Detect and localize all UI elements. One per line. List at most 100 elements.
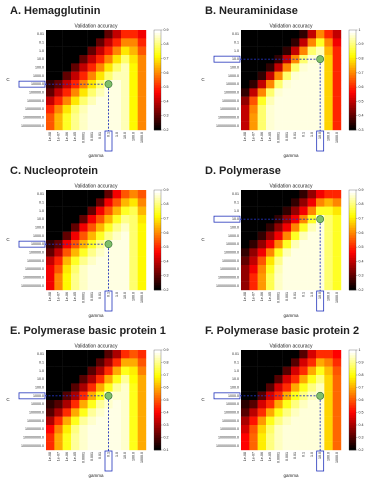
y-tick-label: 100000000.0 <box>218 435 239 439</box>
y-tick-label: 1000000.0 <box>27 99 44 103</box>
colorbar-tick-label: 0.8 <box>359 373 364 377</box>
colorbar-segment <box>154 252 161 256</box>
heatmap-cell <box>291 265 300 274</box>
heatmap-cell <box>282 433 292 442</box>
heatmap-cell <box>62 408 72 417</box>
heatmap-cell <box>274 240 283 249</box>
colorbar-segment <box>154 87 161 91</box>
x-tick-label: 0.01 <box>98 292 102 299</box>
heatmap-cell <box>307 96 317 106</box>
heatmap-cell <box>137 231 147 241</box>
heatmap-cell <box>137 88 147 97</box>
heatmap-cell <box>299 38 308 47</box>
heatmap-cell <box>71 96 80 106</box>
heatmap-cell <box>79 105 88 114</box>
heatmap-cell <box>104 408 113 417</box>
heatmap-cell <box>137 215 147 224</box>
heatmap-cell <box>316 71 325 81</box>
heatmap-cell <box>316 433 325 442</box>
colorbar-segment <box>154 240 161 243</box>
heatmap-cell <box>96 400 105 409</box>
heatmap-cell <box>87 46 97 56</box>
heatmap-cell <box>266 105 275 114</box>
heatmap-cell <box>129 231 138 241</box>
colorbar-segment <box>154 392 161 396</box>
heatmap-cell <box>137 416 147 426</box>
colorbar-tick-label: 0.5 <box>164 245 169 249</box>
heatmap-cell <box>96 190 105 199</box>
heatmap-cell <box>299 113 308 122</box>
colorbar-segment <box>154 282 161 286</box>
heatmap-cell <box>316 408 325 417</box>
heatmap-cell <box>46 265 55 274</box>
heatmap-cell <box>121 30 130 39</box>
colorbar-segment <box>154 195 161 198</box>
colorbar-segment <box>154 280 161 283</box>
heatmap-cell <box>96 408 105 417</box>
colorbar-segment <box>349 412 356 416</box>
heatmap-cell <box>104 433 113 442</box>
colorbar-segment <box>154 365 161 368</box>
heatmap-cell <box>46 256 55 266</box>
colorbar-tick-label: 0.7 <box>164 217 169 221</box>
heatmap-cell <box>121 215 130 224</box>
colorbar-tick-label: 0.8 <box>164 202 169 206</box>
panel: C. Nucleoprotein Validation accuracy 0.01 0… <box>6 165 168 318</box>
y-tick-label: 0.01 <box>37 352 44 356</box>
heatmap-cell <box>257 105 267 114</box>
heatmap-cell <box>129 198 138 207</box>
heatmap-cell <box>79 416 88 426</box>
heatmap-cell <box>87 190 97 199</box>
heatmap-cell <box>299 105 308 114</box>
heatmap-cell <box>266 231 275 241</box>
heatmap-cell <box>87 256 97 266</box>
heatmap-cell <box>241 350 250 359</box>
heatmap-cell <box>54 30 63 39</box>
colorbar-tick-label: 0.9 <box>164 348 169 352</box>
heatmap-cell <box>54 46 63 56</box>
heatmap-cell <box>96 223 105 232</box>
heatmap-cell <box>299 273 308 282</box>
x-tick-label: 0.001 <box>90 132 94 141</box>
heatmap-cell <box>54 113 63 122</box>
heatmap-cell <box>46 63 55 72</box>
colorbar-segment <box>349 380 356 383</box>
colorbar-segment <box>349 222 356 226</box>
heatmap-cell <box>54 215 63 224</box>
y-tick-label: 1.0 <box>234 209 239 213</box>
heatmap-cell <box>71 190 80 199</box>
heatmap-cell <box>62 350 72 359</box>
panel: D. Polymerase Validation accuracy 0.01 0.1 1… <box>201 165 363 318</box>
heatmap-cell <box>121 121 130 131</box>
x-tick-label: 1000.0 <box>335 292 339 303</box>
colorbar-segment <box>154 447 161 451</box>
colorbar-segment <box>349 430 356 433</box>
heatmap-cell <box>121 190 130 199</box>
heatmap-cell <box>129 425 138 434</box>
heatmap-cell <box>299 281 308 291</box>
heatmap-cell <box>129 71 138 81</box>
heatmap-cell <box>274 350 283 359</box>
heatmap-cell <box>282 96 292 106</box>
heatmap-cell <box>324 55 333 64</box>
colorbar-tick-label: 0.6 <box>359 398 364 402</box>
heatmap-cell <box>324 408 333 417</box>
colorbar-tick-label: 0.2 <box>164 128 169 132</box>
heatmap-cell <box>121 105 130 114</box>
heatmap-cell <box>121 71 130 81</box>
x-tick-label: 1e-05 <box>73 452 77 461</box>
heatmap-cell <box>129 265 138 274</box>
heatmap-cell <box>71 408 80 417</box>
heatmap-cell <box>332 190 342 199</box>
heatmap-cell <box>266 256 275 266</box>
heatmap-cell <box>129 38 138 47</box>
x-tick-label: 1e-06 <box>260 132 264 141</box>
heatmap-cell <box>324 383 333 392</box>
heatmap-cell <box>129 375 138 384</box>
colorbar-segment <box>349 437 356 441</box>
colorbar-segment <box>154 442 161 446</box>
heatmap-cell <box>266 88 275 97</box>
heatmap-cell <box>307 358 317 367</box>
heatmap-cell <box>266 55 275 64</box>
heatmap-cell <box>249 416 258 426</box>
